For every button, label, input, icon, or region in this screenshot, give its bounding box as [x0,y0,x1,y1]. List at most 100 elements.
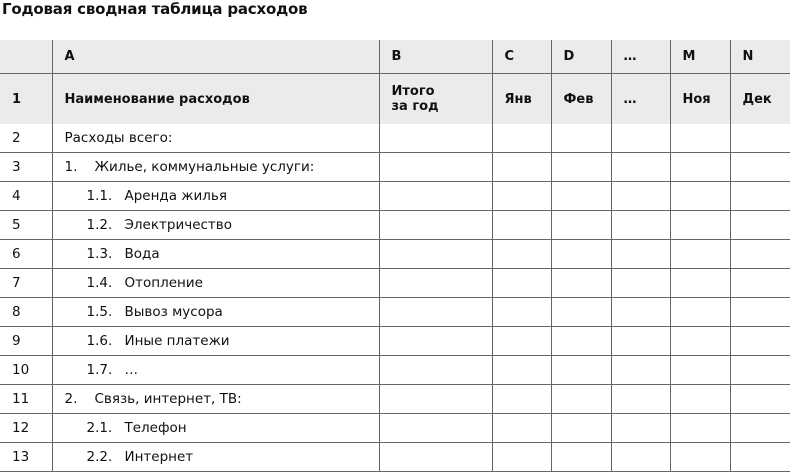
value-cell[interactable] [491,442,551,472]
value-cell[interactable] [729,124,790,153]
value-cell[interactable] [669,210,730,240]
value-cell[interactable] [729,239,790,269]
value-cell[interactable] [610,413,670,443]
value-cell[interactable] [669,239,730,269]
header-total: Итого за год [378,73,492,124]
value-cell[interactable] [610,239,670,269]
column-letter: N [729,40,790,74]
value-cell[interactable] [669,384,730,414]
value-cell[interactable] [669,181,730,211]
value-cell[interactable] [550,384,611,414]
value-cell[interactable] [729,326,790,356]
row-number: 4 [0,181,52,211]
value-cell[interactable] [550,239,611,269]
item-number: 1.1. [86,188,113,204]
value-cell[interactable] [378,384,492,414]
value-cell[interactable] [550,268,611,298]
value-cell[interactable] [729,413,790,443]
value-cell[interactable] [378,355,492,385]
expense-name-cell[interactable]: Расходы всего: [51,124,379,153]
value-cell[interactable] [491,413,551,443]
value-cell[interactable] [610,124,670,153]
value-cell[interactable] [669,326,730,356]
column-letter: C [491,40,551,74]
item-text: Иные платежи [124,333,230,349]
value-cell[interactable] [550,181,611,211]
expense-name-cell[interactable]: 1.3. Вода [51,239,379,269]
value-cell[interactable] [378,326,492,356]
value-cell[interactable] [669,355,730,385]
value-cell[interactable] [669,152,730,182]
expense-name-cell[interactable]: 1.1. Аренда жилья [51,181,379,211]
value-cell[interactable] [550,210,611,240]
expense-name-cell[interactable]: 2. Связь, интернет, ТВ: [51,384,379,414]
value-cell[interactable] [378,124,492,153]
value-cell[interactable] [378,268,492,298]
value-cell[interactable] [378,297,492,327]
expense-name-cell[interactable]: 1.2. Электричество [51,210,379,240]
row-number: 7 [0,268,52,298]
expense-name-cell[interactable]: 2.2. Интернет [51,442,379,472]
header-month: Дек [729,73,790,124]
value-cell[interactable] [729,152,790,182]
value-cell[interactable] [491,384,551,414]
value-cell[interactable] [491,210,551,240]
value-cell[interactable] [378,152,492,182]
value-cell[interactable] [550,152,611,182]
value-cell[interactable] [491,124,551,153]
expense-name-cell[interactable]: 1. Жилье, коммунальные услуги: [51,152,379,182]
value-cell[interactable] [491,181,551,211]
value-cell[interactable] [610,210,670,240]
value-cell[interactable] [729,355,790,385]
value-cell[interactable] [669,268,730,298]
value-cell[interactable] [491,297,551,327]
column-letters-row: A B C D … M N [0,40,790,74]
expense-name-cell[interactable]: 2.1. Телефон [51,413,379,443]
value-cell[interactable] [610,326,670,356]
item-number: 1.7. [86,362,113,378]
header-month: Фев [550,73,611,124]
value-cell[interactable] [669,413,730,443]
value-cell[interactable] [550,442,611,472]
value-cell[interactable] [550,355,611,385]
row-number: 11 [0,384,52,414]
value-cell[interactable] [610,442,670,472]
value-cell[interactable] [491,355,551,385]
value-cell[interactable] [491,152,551,182]
value-cell[interactable] [378,210,492,240]
value-cell[interactable] [610,152,670,182]
value-cell[interactable] [550,124,611,153]
item-number: 1.3. [86,246,113,262]
value-cell[interactable] [378,239,492,269]
expense-name-cell[interactable]: 1.4. Отопление [51,268,379,298]
expense-name-cell[interactable]: 1.7.… [51,355,379,385]
value-cell[interactable] [491,239,551,269]
value-cell[interactable] [669,442,730,472]
value-cell[interactable] [378,442,492,472]
expense-name-cell[interactable]: 1.5. Вывоз мусора [51,297,379,327]
value-cell[interactable] [491,326,551,356]
expense-name-cell[interactable]: 1.6. Иные платежи [51,326,379,356]
value-cell[interactable] [610,297,670,327]
value-cell[interactable] [669,124,730,153]
value-cell[interactable] [729,442,790,472]
value-cell[interactable] [378,413,492,443]
table-row: 13 2.2. Интернет [0,442,790,472]
value-cell[interactable] [669,297,730,327]
value-cell[interactable] [550,413,611,443]
item-number: 1.4. [86,275,113,291]
value-cell[interactable] [729,297,790,327]
value-cell[interactable] [378,181,492,211]
value-cell[interactable] [491,268,551,298]
value-cell[interactable] [610,384,670,414]
value-cell[interactable] [610,181,670,211]
value-cell[interactable] [550,326,611,356]
value-cell[interactable] [729,384,790,414]
item-text: Электричество [124,217,233,233]
value-cell[interactable] [729,210,790,240]
value-cell[interactable] [729,181,790,211]
value-cell[interactable] [550,297,611,327]
value-cell[interactable] [729,268,790,298]
value-cell[interactable] [610,268,670,298]
value-cell[interactable] [610,355,670,385]
